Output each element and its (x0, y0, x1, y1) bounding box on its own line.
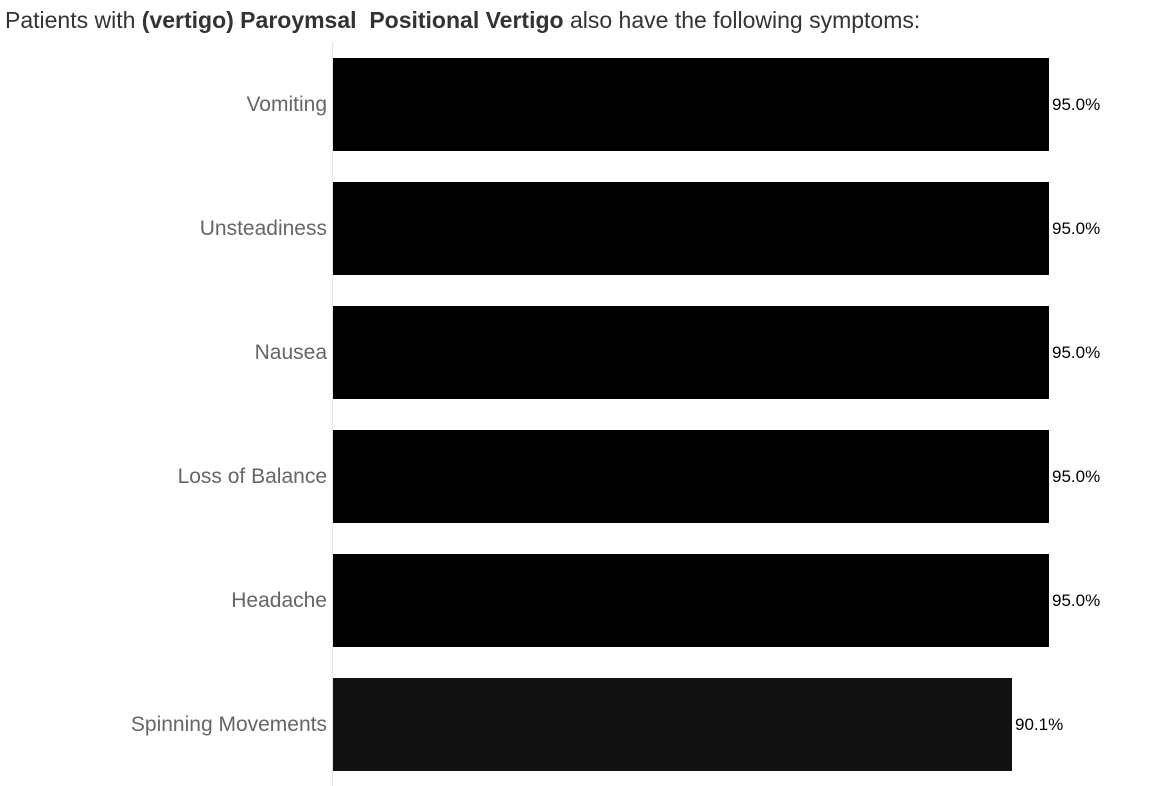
bar-spinning-movements (333, 678, 1012, 771)
value-label: 90.1% (1015, 715, 1063, 734)
value-label: 95.0% (1052, 591, 1100, 610)
category-label: Spinning Movements (131, 713, 327, 736)
title-prefix: Patients with (5, 7, 142, 33)
bars-group: Vomiting 95.0% Unsteadiness 95.0% Nausea 95.0… (131, 58, 1100, 771)
bar-unsteadiness (333, 182, 1049, 275)
category-label: Headache (231, 589, 327, 612)
title-bold-part: (vertigo) Paroymsal Positional Vertigo (141, 7, 564, 33)
category-label: Vomiting (246, 93, 327, 116)
bar-loss-of-balance (333, 430, 1049, 523)
bar-vomiting (333, 58, 1049, 151)
category-label: Nausea (255, 341, 328, 364)
value-label: 95.0% (1052, 95, 1100, 114)
bar-headache (333, 554, 1049, 647)
chart-title: Patients with (vertigo) Paroymsal Positi… (5, 6, 920, 34)
category-label: Loss of Balance (178, 465, 327, 488)
value-label: 95.0% (1052, 343, 1100, 362)
value-label: 95.0% (1052, 467, 1100, 486)
category-label: Unsteadiness (200, 217, 327, 240)
title-suffix: also have the following symptoms: (563, 7, 921, 33)
value-label: 95.0% (1052, 219, 1100, 238)
bar-nausea (333, 306, 1049, 399)
